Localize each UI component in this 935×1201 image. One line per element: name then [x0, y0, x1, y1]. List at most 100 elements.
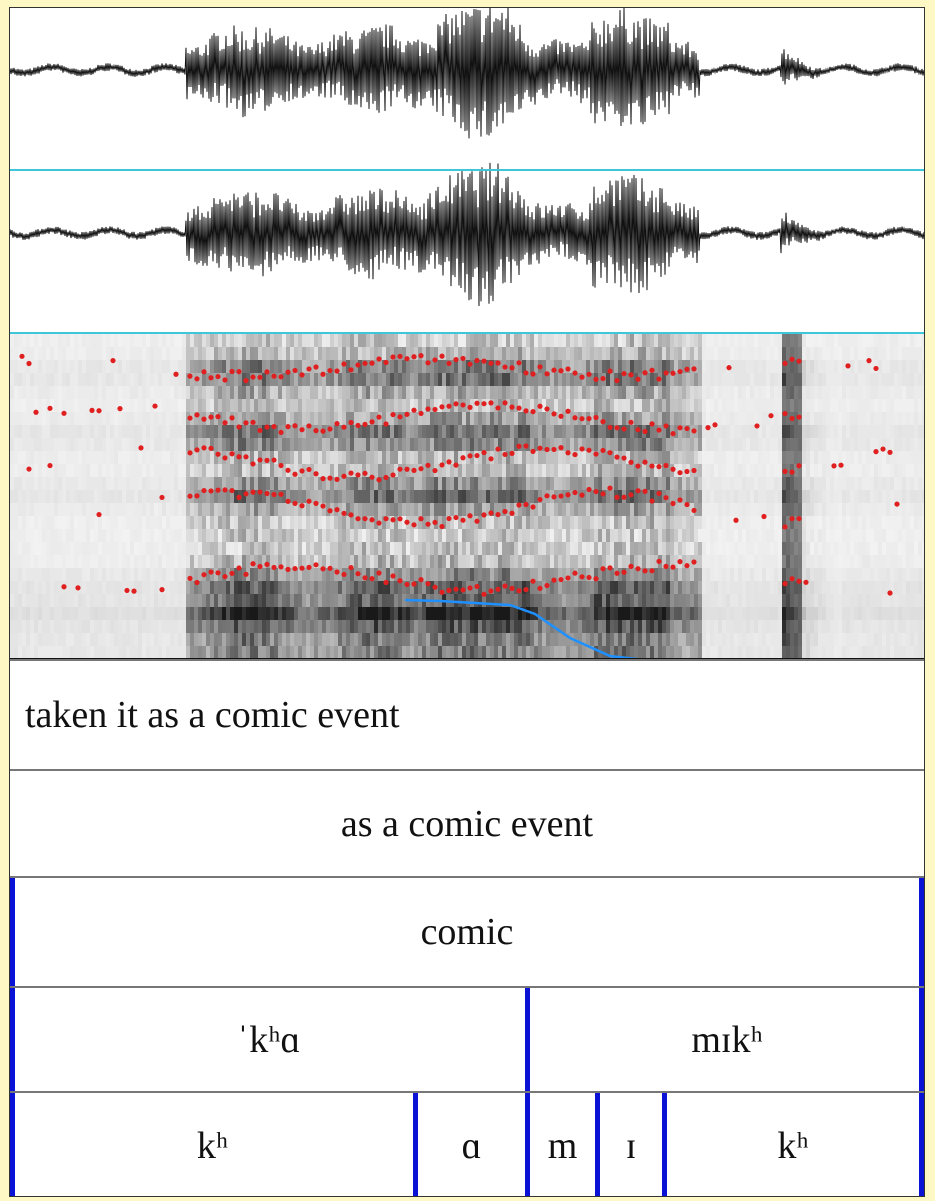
- spectrogram-cell: [526, 451, 530, 464]
- spectrogram-cell: [726, 581, 730, 594]
- spectrogram-cell: [102, 477, 106, 490]
- spectrogram-cell: [294, 373, 298, 386]
- spectrogram-cell: [22, 607, 26, 620]
- spectrogram-cell: [390, 607, 394, 620]
- spectrogram-cell: [130, 516, 134, 529]
- spectrogram-cell: [758, 503, 762, 516]
- spectrogram-cell: [274, 360, 278, 373]
- spectrogram-cell: [690, 529, 694, 542]
- spectrogram-cell: [154, 516, 158, 529]
- spectrogram-cell: [206, 581, 210, 594]
- spectrogram-cell: [502, 646, 506, 659]
- spectrogram-cell: [358, 490, 362, 503]
- spectrogram-cell: [586, 620, 590, 633]
- spectrogram-cell: [174, 347, 178, 360]
- spectrogram-cell: [466, 464, 470, 477]
- spectrogram-cell: [462, 503, 466, 516]
- spectrogram-cell: [514, 620, 518, 633]
- spectrogram-cell: [442, 607, 446, 620]
- spectrogram-cell: [218, 425, 222, 438]
- spectrogram-cell: [518, 594, 522, 607]
- spectrogram-cell: [238, 529, 242, 542]
- spectrogram-cell: [170, 503, 174, 516]
- spectrogram-cell: [394, 620, 398, 633]
- spectrogram-cell: [402, 633, 406, 646]
- spectrogram-cell: [510, 568, 514, 581]
- spectrogram-cell: [766, 399, 770, 412]
- spectrogram-cell: [738, 581, 742, 594]
- spectrogram-cell: [662, 477, 666, 490]
- spectrogram-cell: [62, 607, 66, 620]
- spectrogram-cell: [14, 594, 18, 607]
- spectrogram-cell: [278, 581, 282, 594]
- spectrogram-cell: [770, 594, 774, 607]
- spectrogram-cell: [786, 620, 790, 633]
- spectrogram-cell: [294, 581, 298, 594]
- spectrogram-cell: [298, 360, 302, 373]
- spectrogram-cell: [806, 503, 810, 516]
- spectrogram-cell: [722, 360, 726, 373]
- spectrogram-cell: [590, 620, 594, 633]
- spectrogram-cell: [470, 347, 474, 360]
- spectrogram-cell: [54, 438, 58, 451]
- spectrogram-cell: [178, 412, 182, 425]
- spectrogram-cell: [366, 555, 370, 568]
- spectrogram-cell: [626, 568, 630, 581]
- spectrogram-cell: [618, 607, 622, 620]
- spectrogram-cell: [290, 529, 294, 542]
- spectrogram-cell: [238, 646, 242, 659]
- spectrogram-cell: [106, 373, 110, 386]
- spectrogram-cell: [674, 516, 678, 529]
- spectrogram-cell: [338, 542, 342, 555]
- spectrogram-cell: [314, 594, 318, 607]
- spectrogram-cell: [566, 529, 570, 542]
- spectrogram-cell: [142, 451, 146, 464]
- spectrogram-cell: [398, 438, 402, 451]
- spectrogram-cell: [38, 568, 42, 581]
- spectrogram-cell: [150, 477, 154, 490]
- spectrogram-cell: [330, 490, 334, 503]
- spectrogram-cell: [666, 477, 670, 490]
- spectrogram-cell: [474, 373, 478, 386]
- spectrogram-cell: [22, 490, 26, 503]
- spectrogram-cell: [634, 620, 638, 633]
- spectrogram-cell: [478, 347, 482, 360]
- spectrogram-cell: [482, 529, 486, 542]
- spectrogram-cell: [438, 529, 442, 542]
- spectrogram-cell: [346, 529, 350, 542]
- spectrogram-cell: [54, 633, 58, 646]
- spectrogram-cell: [142, 503, 146, 516]
- spectrogram-cell: [86, 425, 90, 438]
- spectrogram-cell: [146, 386, 150, 399]
- spectrogram-cell: [702, 347, 706, 360]
- spectrogram-cell: [158, 438, 162, 451]
- spectrogram-cell: [278, 334, 282, 347]
- spectrogram-cell: [742, 490, 746, 503]
- spectrogram-cell: [734, 386, 738, 399]
- spectrogram-cell: [438, 646, 442, 659]
- spectrogram-cell: [498, 516, 502, 529]
- spectrogram-cell: [230, 620, 234, 633]
- spectrogram-cell: [586, 529, 590, 542]
- spectrogram-cell: [58, 425, 62, 438]
- spectrogram-cell: [498, 646, 502, 659]
- spectrogram-cell: [438, 555, 442, 568]
- spectrogram-cell: [638, 594, 642, 607]
- spectrogram-cell: [58, 555, 62, 568]
- spectrogram-cell: [262, 399, 266, 412]
- spectrogram-cell: [714, 503, 718, 516]
- spectrogram-cell: [614, 334, 618, 347]
- spectrogram-cell: [298, 646, 302, 659]
- spectrogram-cell: [674, 607, 678, 620]
- spectrogram-cell: [58, 477, 62, 490]
- spectrogram-cell: [766, 529, 770, 542]
- spectrogram-cell: [774, 334, 778, 347]
- spectrogram-cell: [222, 360, 226, 373]
- spectrogram-cell: [66, 347, 70, 360]
- spectrogram-cell: [470, 620, 474, 633]
- spectrogram-cell: [310, 646, 314, 659]
- spectrogram-cell: [654, 360, 658, 373]
- spectrogram-cell: [334, 646, 338, 659]
- spectrogram-cell: [726, 399, 730, 412]
- spectrogram-cell: [286, 607, 290, 620]
